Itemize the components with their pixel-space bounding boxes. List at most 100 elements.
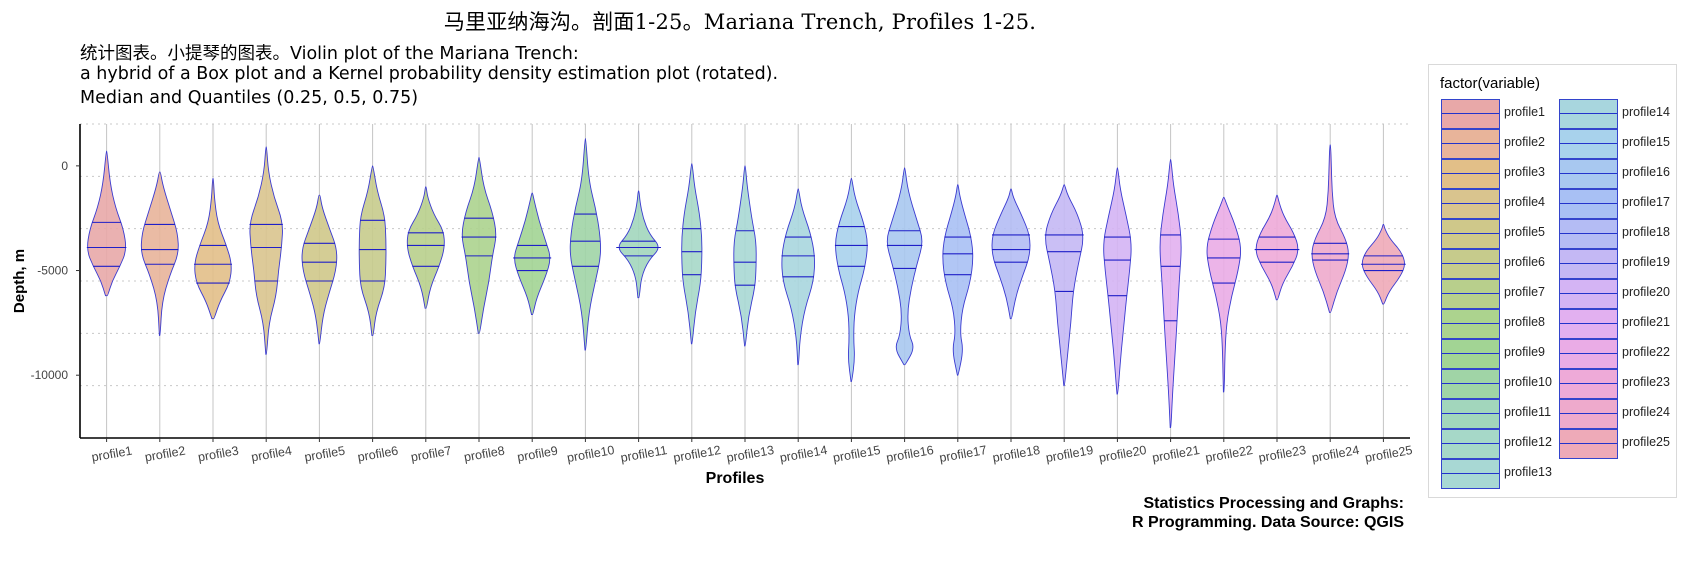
legend-key-swatch [1559, 219, 1618, 249]
violin-profile2 [140, 171, 179, 336]
violin-profile13 [733, 165, 757, 347]
x-tick-label: profile11 [620, 443, 669, 465]
legend-key-swatch [1441, 309, 1500, 339]
x-tick-label: profile23 [1257, 443, 1307, 465]
x-tick-label: profile9 [516, 444, 559, 465]
legend-label: profile2 [1504, 135, 1545, 149]
chart-subtitle-line-3: Median and Quantiles (0.25, 0.5, 0.75) [80, 88, 419, 108]
legend-key-swatch [1441, 249, 1500, 279]
violin-profile19 [1045, 184, 1084, 387]
y-tick-label: 0 [61, 159, 68, 173]
legend-label: profile16 [1622, 165, 1670, 179]
x-tick-label: profile22 [1204, 443, 1254, 465]
x-tick-label: profile24 [1311, 443, 1361, 465]
violin-profile7 [406, 186, 445, 309]
legend-label: profile17 [1622, 195, 1670, 209]
chart-title: 马里亚纳海沟。剖面1-25。Mariana Trench, Profiles 1… [443, 10, 1037, 34]
legend-label: profile6 [1504, 255, 1545, 269]
x-axis-title: Profiles [706, 470, 765, 487]
violin-profile15 [835, 177, 868, 382]
x-tick-label: profile2 [144, 444, 187, 465]
x-tick-label: profile19 [1045, 443, 1095, 465]
violin-profile6 [358, 165, 387, 336]
violin-chart: 0 -5000 -10000 profile1 profile2 profile3 prof… [11, 123, 1414, 487]
x-tick-label: profile4 [250, 444, 293, 465]
legend-key-swatch [1441, 369, 1500, 399]
legend-label: profile14 [1622, 105, 1670, 119]
legend-key-swatch [1441, 429, 1500, 459]
x-tick-label: profile21 [1151, 443, 1201, 465]
y-tick-label: -5000 [37, 264, 68, 278]
x-tick-label: profile10 [566, 443, 616, 465]
legend-label: profile10 [1504, 375, 1552, 389]
legend-label: profile9 [1504, 345, 1545, 359]
legend-label: profile21 [1622, 315, 1670, 329]
legend-key-swatch [1559, 339, 1618, 369]
legend-label: profile24 [1622, 405, 1670, 419]
violin-profile8 [461, 157, 497, 334]
legend-key-swatch [1559, 399, 1618, 429]
legend-label: profile20 [1622, 285, 1670, 299]
legend-key-swatch [1441, 159, 1500, 189]
legend-label: profile7 [1504, 285, 1545, 299]
legend-key-swatch [1559, 279, 1618, 309]
x-tick-label: profile16 [885, 443, 935, 465]
legend-key-swatch [1559, 129, 1618, 159]
legend-label: profile5 [1504, 225, 1545, 239]
x-tick-label: profile15 [832, 443, 882, 465]
legend-label: profile3 [1504, 165, 1545, 179]
violin-profile5 [301, 194, 338, 345]
legend-key-swatch [1559, 249, 1618, 279]
x-tick-label: profile18 [991, 443, 1041, 465]
legend-label: profile12 [1504, 435, 1552, 449]
violin-profile11 [618, 190, 659, 299]
legend-label: profile23 [1622, 375, 1670, 389]
x-tick-label: profile1 [91, 444, 134, 465]
x-tick-label: profile25 [1364, 443, 1414, 465]
legend-label: profile15 [1622, 135, 1670, 149]
violin-profile9 [514, 192, 551, 315]
x-tick-label: profile12 [672, 443, 722, 465]
x-tick-label: profile13 [725, 443, 775, 465]
legend-key-swatch [1559, 309, 1618, 339]
legend-key-swatch [1559, 369, 1618, 399]
y-tick-label: -10000 [31, 368, 69, 382]
legend: factor(variable) profile1 profile2 profile… [1428, 64, 1677, 498]
legend-key-swatch [1441, 279, 1500, 309]
legend-label: profile18 [1622, 225, 1670, 239]
legend-key-swatch [1559, 99, 1618, 129]
legend-key-swatch [1559, 159, 1618, 189]
violin-profile23 [1255, 194, 1299, 301]
legend-label: profile11 [1504, 405, 1552, 419]
legend-label: profile1 [1504, 105, 1545, 119]
legend-key-swatch [1441, 459, 1500, 489]
violin-profile17 [942, 184, 974, 376]
caption-line-2: R Programming. Data Source: QGIS [1131, 514, 1404, 531]
y-axis-title: Depth, m [11, 249, 28, 313]
legend-key-swatch [1441, 399, 1500, 429]
violin-profile22 [1206, 196, 1242, 393]
chart-subtitle-line-2: a hybrid of a Box plot and a Kernel prob… [80, 64, 779, 84]
violin-profile1 [87, 150, 127, 297]
x-tick-label: profile5 [303, 444, 346, 465]
legend-label: profile25 [1622, 435, 1670, 449]
violin-profile20 [1103, 167, 1132, 395]
chart-caption: Statistics Processing and Graphs: R Prog… [1132, 494, 1404, 532]
x-tick-label: profile17 [938, 443, 988, 465]
legend-title: factor(variable) [1440, 75, 1541, 92]
x-tick-label: profile20 [1098, 443, 1148, 465]
legend-label: profile19 [1622, 255, 1670, 269]
violin-profile3 [194, 177, 232, 320]
x-tick-label: profile6 [357, 444, 400, 465]
x-tick-label: profile7 [410, 444, 453, 465]
legend-label: profile13 [1504, 465, 1552, 479]
violin-profile10 [569, 138, 602, 351]
legend-label: profile8 [1504, 315, 1545, 329]
violin-profile4 [249, 146, 283, 355]
legend-key-swatch [1441, 99, 1500, 129]
x-tick-label: profile3 [197, 444, 240, 465]
legend-key-swatch [1441, 189, 1500, 219]
legend-key-swatch [1559, 189, 1618, 219]
legend-key-swatch [1559, 429, 1618, 459]
legend-key-swatch [1441, 219, 1500, 249]
